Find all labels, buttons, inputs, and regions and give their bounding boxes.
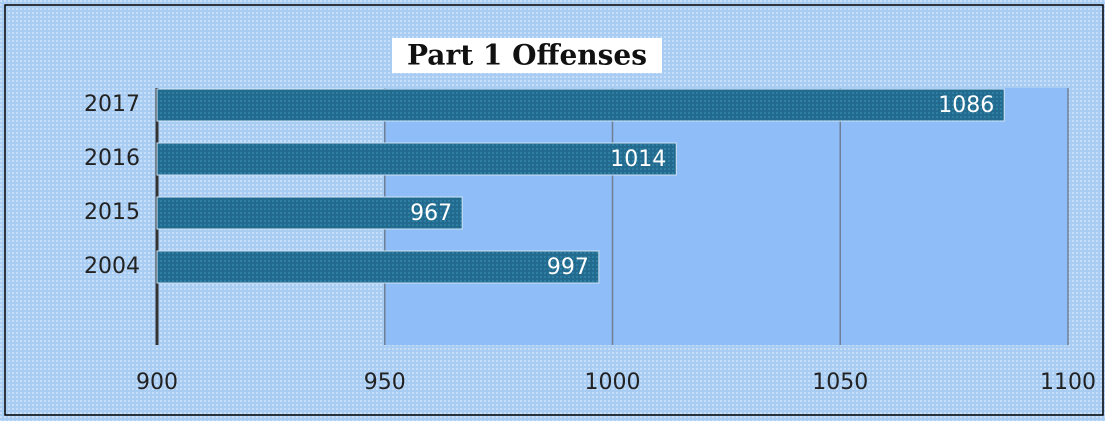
bar bbox=[156, 250, 600, 284]
value-label: 1086 bbox=[938, 93, 994, 118]
value-label: 967 bbox=[410, 201, 452, 226]
y-tick-label: 2017 bbox=[84, 92, 140, 117]
y-tick-label: 2015 bbox=[84, 200, 140, 225]
y-tick-label: 2004 bbox=[84, 254, 140, 279]
bar bbox=[156, 88, 1005, 122]
x-tick-label: 1100 bbox=[1040, 370, 1096, 395]
bar bbox=[156, 196, 463, 230]
x-tick-label: 950 bbox=[364, 370, 406, 395]
x-tick-label: 1000 bbox=[585, 370, 641, 395]
title-box bbox=[392, 38, 662, 73]
x-tick-label: 1050 bbox=[812, 370, 868, 395]
chart-title: Part 1 Offenses bbox=[407, 39, 647, 72]
value-label: 1014 bbox=[610, 147, 666, 172]
value-label: 997 bbox=[547, 255, 589, 280]
frame bbox=[4, 4, 1104, 416]
x-tick-label: 900 bbox=[136, 370, 178, 395]
y-tick-label: 2016 bbox=[84, 146, 140, 171]
plot-area bbox=[384, 88, 1068, 345]
bar bbox=[156, 142, 677, 176]
